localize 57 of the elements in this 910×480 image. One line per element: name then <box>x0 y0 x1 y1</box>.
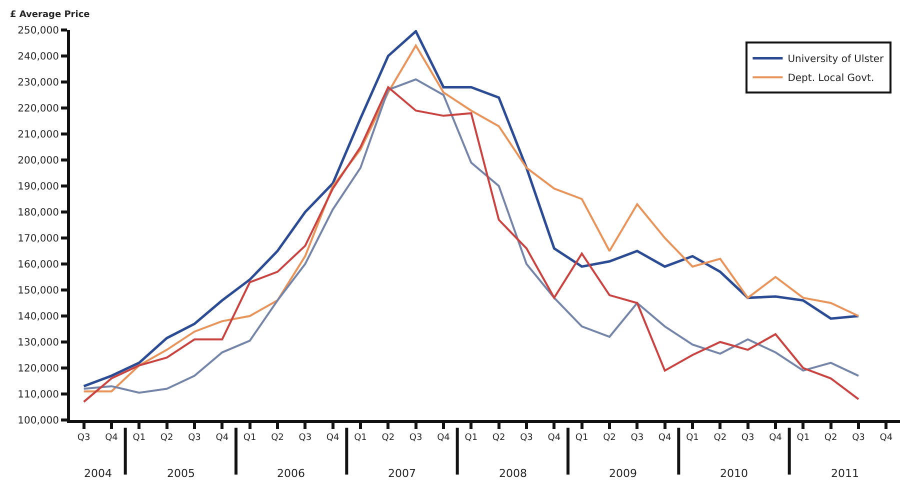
text: 2011 <box>831 467 859 480</box>
x-tick-label: Q3 <box>77 432 90 443</box>
x-tick-label: Q3 <box>852 432 865 443</box>
x-tick-label: Q2 <box>271 432 284 443</box>
y-tick-label: 220,000 <box>18 104 59 114</box>
text: 2010 <box>720 467 748 480</box>
y-tick-label: 110,000 <box>18 390 59 400</box>
x-tick-label: Q4 <box>769 432 782 443</box>
x-tick-label: Q4 <box>658 432 672 443</box>
legend-label: Dept. Local Govt. <box>788 73 874 84</box>
x-tick-label: Q2 <box>160 432 174 443</box>
x-tick-label: Q4 <box>105 432 118 443</box>
x-tick-label: Q4 <box>880 432 893 443</box>
y-tick-label: 160,000 <box>18 260 59 270</box>
y-axis-title: £ Average Price <box>10 10 90 20</box>
y-tick-label: 120,000 <box>18 364 59 374</box>
text: 2008 <box>499 467 527 480</box>
x-tick-label: Q3 <box>520 432 533 443</box>
y-tick-label: 150,000 <box>18 286 59 296</box>
x-tick-label: Q1 <box>796 432 810 443</box>
legend-label: University of Ulster <box>788 54 885 66</box>
y-tick-label: 210,000 <box>18 130 59 140</box>
x-tick-label: Q3 <box>741 432 754 443</box>
text: 2004 <box>84 467 112 480</box>
x-tick-label: Q3 <box>298 432 312 443</box>
x-tick-label: Q1 <box>243 432 256 443</box>
x-tick-label: Q1 <box>354 432 367 443</box>
x-tick-label: Q4 <box>326 432 340 443</box>
x-tick-label: Q4 <box>548 432 561 443</box>
x-tick-label: Q1 <box>575 432 588 443</box>
x-tick-label: Q2 <box>824 432 838 443</box>
y-tick-label: 100,000 <box>18 416 59 426</box>
x-tick-label: Q3 <box>630 432 644 443</box>
x-tick-label: Q1 <box>132 432 146 443</box>
x-tick-label: Q4 <box>437 432 450 443</box>
text: 2007 <box>388 467 416 480</box>
y-tick-label: 140,000 <box>18 312 59 322</box>
y-tick-label: 170,000 <box>18 234 59 244</box>
text: 2005 <box>167 467 195 480</box>
x-tick-label: Q2 <box>603 432 616 443</box>
y-tick-label: 130,000 <box>18 338 59 348</box>
x-tick-label: Q1 <box>464 432 478 443</box>
y-tick-label: 240,000 <box>18 52 59 62</box>
y-tick-label: 190,000 <box>18 182 59 192</box>
x-tick-label: Q2 <box>714 432 727 443</box>
text: 2006 <box>277 467 305 480</box>
text: 2009 <box>609 467 637 480</box>
x-tick-label: Q4 <box>216 432 229 443</box>
y-tick-label: 250,000 <box>18 26 59 36</box>
x-tick-label: Q1 <box>686 432 699 443</box>
y-tick-label: 180,000 <box>18 208 59 218</box>
y-tick-label: 200,000 <box>18 156 59 166</box>
x-tick-label: Q2 <box>492 432 506 443</box>
x-tick-label: Q3 <box>409 432 422 443</box>
x-tick-label: Q3 <box>188 432 201 443</box>
x-tick-label: Q2 <box>382 432 395 443</box>
y-tick-label: 230,000 <box>18 78 59 88</box>
